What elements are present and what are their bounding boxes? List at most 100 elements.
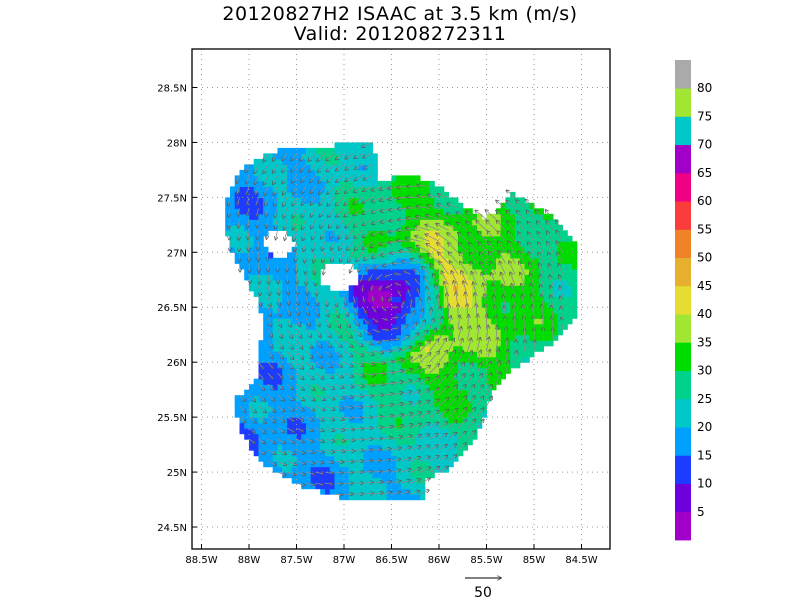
wind-speed-cell: [301, 411, 307, 418]
wind-vector: [267, 383, 274, 390]
wind-speed-cell: [382, 411, 388, 418]
wind-speed-cell: [320, 356, 326, 363]
wind-vector: [493, 284, 497, 297]
wind-speed-cell: [548, 318, 554, 325]
wind-speed-cell: [306, 307, 312, 314]
wind-vector: [479, 252, 487, 264]
wind-speed-cell: [453, 307, 459, 314]
wind-speed-cell: [382, 235, 388, 242]
wind-vector: [239, 241, 240, 251]
wind-speed-cell: [510, 263, 516, 270]
wind-speed-cell: [401, 224, 407, 231]
wind-speed-cell: [377, 307, 383, 314]
wind-speed-cell: [401, 406, 407, 413]
wind-speed-cell: [334, 323, 340, 330]
wind-speed-cell: [372, 428, 378, 435]
wind-vector: [411, 299, 412, 308]
wind-speed-cell: [472, 318, 478, 325]
wind-speed-cell: [272, 318, 278, 325]
wind-speed-cell: [296, 455, 302, 462]
wind-vector: [322, 241, 326, 250]
wind-speed-cell: [382, 483, 388, 490]
wind-speed-cell: [462, 323, 468, 330]
wind-speed-cell: [382, 230, 388, 237]
wind-speed-cell: [363, 191, 369, 198]
wind-speed-cell: [382, 219, 388, 226]
wind-speed-cell: [420, 488, 426, 495]
wind-speed-cell: [434, 378, 440, 385]
wind-speed-cell: [363, 186, 369, 193]
wind-speed-cell: [458, 439, 464, 446]
wind-speed-cell: [353, 334, 359, 341]
wind-vector: [457, 327, 461, 341]
wind-speed-cell: [358, 422, 364, 429]
wind-vector: [315, 472, 324, 474]
wind-speed-cell: [410, 197, 416, 204]
wind-speed-cell: [253, 186, 259, 193]
wind-speed-cell: [458, 208, 464, 215]
wind-speed-cell: [225, 213, 231, 220]
wind-speed-cell: [296, 169, 302, 176]
wind-speed-cell: [377, 257, 383, 264]
wind-speed-cell: [396, 362, 402, 369]
wind-speed-cell: [391, 323, 397, 330]
wind-speed-cell: [329, 202, 335, 209]
wind-vector: [441, 271, 449, 286]
wind-speed-cell: [386, 461, 392, 468]
wind-speed-cell: [301, 466, 307, 473]
wind-vector: [239, 416, 246, 423]
wind-speed-cell: [524, 334, 530, 341]
wind-speed-cell: [310, 307, 316, 314]
wind-speed-cell: [325, 290, 331, 297]
wind-speed-cell: [472, 362, 478, 369]
wind-speed-cell: [263, 461, 269, 468]
wind-vector: [324, 383, 335, 389]
wind-vector: [296, 350, 304, 359]
wind-speed-cell: [306, 246, 312, 253]
wind-speed-cell: [291, 290, 297, 297]
wind-speed-cell: [538, 323, 544, 330]
wind-speed-cell: [510, 241, 516, 248]
wind-speed-cell: [258, 197, 264, 204]
wind-speed-cell: [548, 241, 554, 248]
wind-speed-cell: [439, 208, 445, 215]
wind-speed-cell: [372, 180, 378, 187]
wind-speed-cell: [477, 417, 483, 424]
wind-speed-cell: [296, 450, 302, 457]
wind-speed-cell: [249, 180, 255, 187]
wind-speed-cell: [329, 334, 335, 341]
wind-speed-cell: [296, 230, 302, 237]
wind-speed-cell: [244, 406, 250, 413]
wind-vector: [391, 425, 404, 429]
wind-vector: [410, 344, 422, 352]
wind-vector: [395, 283, 402, 285]
wind-vector: [362, 395, 373, 396]
wind-speed-cell: [268, 213, 274, 220]
wind-speed-cell: [453, 400, 459, 407]
wind-speed-cell: [515, 301, 521, 308]
wind-vector: [490, 262, 497, 275]
wind-vector: [391, 403, 404, 407]
wind-speed-cell: [481, 411, 487, 418]
wind-vector: [475, 210, 487, 220]
wind-speed-cell: [367, 312, 373, 319]
wind-speed-cell: [291, 400, 297, 407]
wind-speed-cell: [258, 224, 264, 231]
wind-speed-cell: [415, 384, 421, 391]
wind-speed-cell: [396, 197, 402, 204]
wind-vector: [354, 186, 364, 192]
wind-speed-cell: [434, 417, 440, 424]
wind-vector: [467, 419, 476, 429]
wind-speed-cell: [386, 307, 392, 314]
wind-speed-cell: [287, 450, 293, 457]
wind-speed-cell: [315, 164, 321, 171]
wind-speed-cell: [424, 312, 430, 319]
wind-speed-cell: [429, 439, 435, 446]
wind-speed-cell: [443, 329, 449, 336]
wind-speed-cell: [334, 367, 340, 374]
plot-border: [191, 48, 611, 550]
wind-speed-cell: [420, 213, 426, 220]
wind-vector: [447, 223, 459, 231]
wind-vector: [457, 432, 466, 440]
wind-speed-cell: [306, 191, 312, 198]
